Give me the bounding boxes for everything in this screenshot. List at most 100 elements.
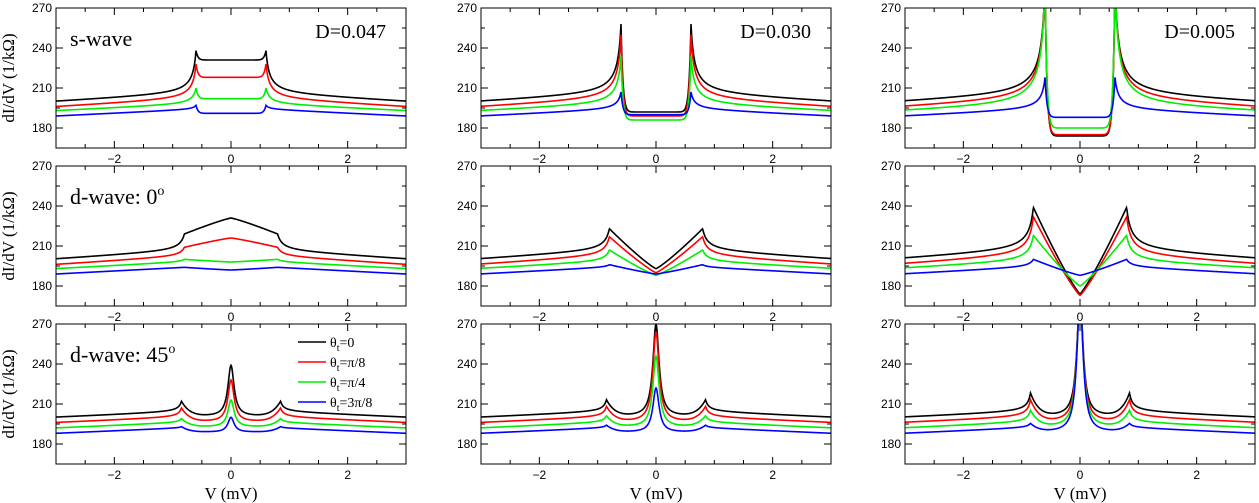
legend-label: θt=π/8 <box>330 356 365 374</box>
series-line-2 <box>56 87 406 112</box>
y-tick-label: 270 <box>457 317 477 331</box>
x-tick-label: 0 <box>228 152 235 166</box>
plot-frame <box>480 165 832 307</box>
series-line-3 <box>56 266 406 275</box>
x-tick-label: −2 <box>532 310 546 324</box>
y-tick-label: 240 <box>881 41 901 55</box>
y-tick-label: 210 <box>32 81 52 95</box>
y-tick-label: 270 <box>32 1 52 15</box>
column-annotation: D=0.005 <box>1164 21 1235 43</box>
y-tick-label: 210 <box>32 239 52 253</box>
panel-r2-c1: −2 0 2 180 210 240 270 V (mV) <box>457 317 832 503</box>
series-line-2 <box>481 353 831 429</box>
panel-r1-c2: −2 0 2 180 210 240 270 <box>881 159 1256 324</box>
x-tick-label: 2 <box>769 310 776 324</box>
x-tick-label: −2 <box>956 468 970 482</box>
legend-label-value: =π/8 <box>340 356 366 371</box>
panel-r2-c0: −2 0 2 180 210 240 270 dI/dV (1/kΩ) d-wave: 45o V… <box>0 317 407 503</box>
legend-label-value: =π/4 <box>340 376 366 391</box>
x-tick-label: 2 <box>1193 310 1200 324</box>
x-tick-label: 0 <box>653 152 660 166</box>
series-line-2 <box>56 398 406 429</box>
y-axis-label: dI/dV (1/kΩ) <box>0 191 18 280</box>
y-tick-label: 270 <box>457 1 477 15</box>
y-tick-label: 180 <box>881 121 901 135</box>
y-tick-label: 180 <box>32 279 52 293</box>
row-annotation: d-wave: 45o <box>70 342 175 367</box>
y-tick-label: 210 <box>881 81 901 95</box>
series-line-2 <box>56 258 406 270</box>
series-line-1 <box>481 329 831 424</box>
series-line-0 <box>56 217 406 260</box>
series-line-2 <box>905 8 1255 129</box>
series-line-2 <box>481 249 831 277</box>
y-tick-label: 180 <box>881 279 901 293</box>
y-tick-label: 240 <box>881 199 901 213</box>
panel-r1-c0: −2 0 2 180 210 240 270 dI/dV (1/kΩ) d-wave: 0o <box>0 159 407 324</box>
legend-label-sub: t <box>337 343 340 354</box>
panel-r0-c2: −2 0 2 180 210 240 270 D=0.005 <box>881 1 1256 166</box>
y-axis-label: dI/dV (1/kΩ) <box>0 349 18 438</box>
y-tick-label: 210 <box>457 81 477 95</box>
legend: θt=0 θt=π/8 θt=π/4 θt=3π/8 <box>298 336 372 414</box>
series-line-1 <box>481 34 831 117</box>
y-tick-label: 270 <box>881 1 901 15</box>
y-tick-label: 240 <box>32 41 52 55</box>
row-annotation-sup: o <box>168 342 175 357</box>
y-tick-label: 270 <box>32 317 52 331</box>
legend-label-sub: t <box>337 383 340 394</box>
series-line-0 <box>481 324 831 418</box>
y-tick-label: 180 <box>457 279 477 293</box>
y-tick-label: 180 <box>32 121 52 135</box>
series-line-2 <box>481 55 831 121</box>
y-tick-label: 270 <box>457 159 477 173</box>
row-annotation: s-wave <box>70 26 132 51</box>
legend-label-value: =3π/8 <box>340 396 373 411</box>
y-tick-label: 270 <box>32 159 52 173</box>
y-tick-label: 210 <box>881 239 901 253</box>
series-line-1 <box>56 63 406 108</box>
series-line-1 <box>905 8 1255 136</box>
series-line-3 <box>481 91 831 117</box>
x-tick-label: −2 <box>107 310 121 324</box>
x-tick-label: 0 <box>1077 310 1084 324</box>
x-tick-label: 0 <box>1077 152 1084 166</box>
legend-label-value: =0 <box>340 336 355 351</box>
x-tick-label: 2 <box>1193 468 1200 482</box>
y-tick-label: 210 <box>457 239 477 253</box>
y-tick-label: 240 <box>457 199 477 213</box>
series-line-2 <box>905 324 1255 429</box>
x-tick-label: 2 <box>769 152 776 166</box>
series-line-0 <box>905 324 1255 418</box>
panel-r0-c0: −2 0 2 180 210 240 270 dI/dV (1/kΩ) s-wave D=0.04… <box>0 1 407 166</box>
x-axis-label: V (mV) <box>629 484 682 503</box>
x-tick-label: 0 <box>228 468 235 482</box>
y-tick-label: 210 <box>881 397 901 411</box>
y-tick-label: 270 <box>881 317 901 331</box>
series-line-2 <box>905 233 1255 287</box>
x-axis-label: V (mV) <box>204 484 257 503</box>
series-line-3 <box>481 263 831 275</box>
plot-frame <box>904 323 1256 465</box>
series-line-1 <box>905 214 1255 297</box>
y-tick-label: 240 <box>457 357 477 371</box>
x-tick-label: −2 <box>532 152 546 166</box>
y-tick-label: 180 <box>881 437 901 451</box>
y-tick-label: 180 <box>457 121 477 135</box>
x-axis-label: V (mV) <box>1053 484 1106 503</box>
plot-frame <box>904 165 1256 307</box>
x-tick-label: −2 <box>956 310 970 324</box>
x-tick-label: 0 <box>228 310 235 324</box>
y-tick-label: 240 <box>32 199 52 213</box>
y-tick-label: 180 <box>32 437 52 451</box>
y-tick-label: 240 <box>881 357 901 371</box>
y-axis-label: dI/dV (1/kΩ) <box>0 33 18 122</box>
x-tick-label: 2 <box>344 152 351 166</box>
series-line-0 <box>56 363 406 418</box>
series-line-1 <box>481 235 831 274</box>
x-tick-label: 0 <box>653 310 660 324</box>
panel-r0-c1: −2 0 2 180 210 240 270 D=0.030 <box>457 1 832 166</box>
y-tick-label: 240 <box>32 357 52 371</box>
y-tick-label: 240 <box>457 41 477 55</box>
